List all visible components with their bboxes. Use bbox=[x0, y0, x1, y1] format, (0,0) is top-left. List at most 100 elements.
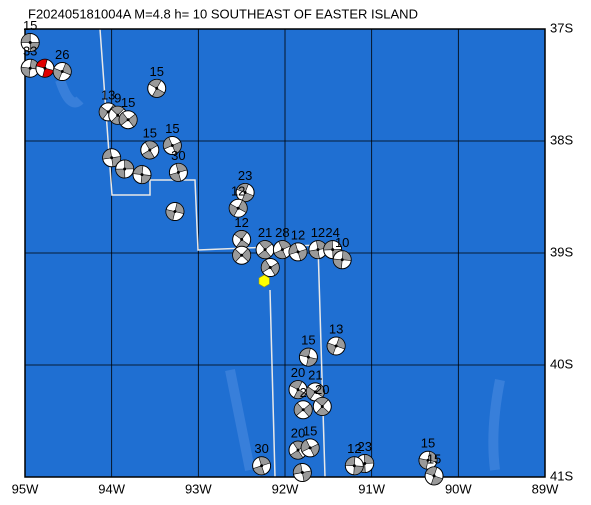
y-tick-label: 39S bbox=[550, 244, 573, 259]
pressure-axis bbox=[240, 253, 244, 257]
beachball-quadrant bbox=[302, 403, 313, 418]
focal-mechanism bbox=[165, 202, 185, 222]
beachball-quadrant bbox=[115, 168, 126, 179]
focal-mechanism bbox=[300, 438, 320, 458]
depth-label: 12 bbox=[347, 441, 361, 456]
beachball-quadrant bbox=[232, 248, 243, 263]
pressure-axis bbox=[116, 113, 120, 117]
pressure-axis bbox=[426, 458, 430, 462]
beachball-quadrant bbox=[20, 33, 31, 43]
beachball-quadrant bbox=[288, 242, 299, 255]
focal-mechanism bbox=[326, 336, 346, 356]
focal-mechanism bbox=[147, 78, 167, 98]
pressure-axis bbox=[260, 464, 264, 468]
beachball-quadrant bbox=[308, 249, 320, 259]
x-tick-label: 92W bbox=[272, 481, 299, 496]
depth-label: 20 bbox=[315, 382, 329, 397]
beachball-quadrant bbox=[110, 105, 125, 116]
focal-mechanism bbox=[140, 140, 160, 160]
depth-label: 30 bbox=[171, 148, 185, 163]
focal-mechanism bbox=[118, 110, 138, 130]
depth-label: 24 bbox=[325, 225, 339, 240]
pressure-axis bbox=[296, 388, 300, 392]
depth-label: 12 bbox=[311, 225, 325, 240]
beachball-quadrant bbox=[260, 259, 271, 273]
depth-label: 15 bbox=[427, 451, 441, 466]
pressure-axis bbox=[110, 156, 114, 160]
beachball-quadrant bbox=[425, 466, 438, 477]
beachball-quadrant bbox=[241, 248, 251, 262]
pressure-axis bbox=[170, 143, 174, 147]
beachball-quadrant bbox=[237, 199, 248, 213]
beachball-quadrant bbox=[299, 347, 311, 358]
focal-mechanism bbox=[228, 198, 248, 218]
focal-mechanism bbox=[132, 165, 152, 185]
beachball-quadrant bbox=[258, 456, 271, 467]
pressure-axis bbox=[352, 464, 356, 468]
focal-mechanism bbox=[292, 463, 312, 483]
x-tick-label: 95W bbox=[12, 481, 39, 496]
focal-mechanism bbox=[260, 258, 280, 278]
depth-label: 15 bbox=[121, 95, 135, 110]
focal-mechanism bbox=[424, 466, 444, 486]
focal-mechanism bbox=[235, 183, 255, 203]
beachball-quadrant bbox=[163, 136, 173, 150]
pressure-axis bbox=[28, 40, 32, 44]
pressure-axis bbox=[334, 344, 338, 348]
beachball-quadrant bbox=[132, 165, 144, 175]
beachball-quadrant bbox=[151, 87, 165, 98]
beachball-quadrant bbox=[430, 475, 443, 486]
beachball-quadrant bbox=[278, 240, 291, 251]
pressure-axis bbox=[43, 66, 47, 70]
beachball-quadrant bbox=[171, 141, 182, 155]
beachball-quadrant bbox=[141, 149, 155, 160]
pressure-axis bbox=[306, 355, 310, 359]
pressure-axis bbox=[280, 248, 284, 252]
map-frame bbox=[24, 28, 546, 478]
focal-mechanism bbox=[255, 240, 275, 260]
beachball-quadrant bbox=[427, 451, 438, 463]
beachball-quadrant bbox=[326, 342, 337, 355]
beachball-quadrant bbox=[345, 456, 356, 467]
focal-mechanism bbox=[35, 58, 55, 78]
pressure-axis bbox=[140, 173, 144, 177]
beachball-quadrant bbox=[20, 66, 31, 78]
beachball-quadrant bbox=[174, 202, 185, 215]
depth-label: 15 bbox=[303, 423, 317, 438]
bathymetry bbox=[55, 78, 505, 471]
pressure-axis bbox=[148, 148, 152, 152]
depth-label: 15 bbox=[301, 333, 315, 348]
pressure-axis bbox=[240, 238, 244, 242]
pressure-axis bbox=[313, 390, 317, 394]
beachball-quadrant bbox=[341, 250, 352, 261]
beachball-quadrant bbox=[148, 79, 162, 89]
pressure-axis bbox=[320, 404, 324, 408]
depth-label: 20 bbox=[291, 426, 305, 441]
pressure-axis bbox=[296, 448, 300, 452]
depth-label: 15 bbox=[421, 436, 435, 451]
map-title: F202405181004A M=4.8 h= 10 SOUTHEAST OF … bbox=[28, 6, 418, 21]
depth-label: 30 bbox=[254, 441, 268, 456]
beachball-quadrant bbox=[144, 140, 158, 151]
focal-mechanism bbox=[252, 456, 272, 476]
beachball-quadrant bbox=[353, 465, 364, 476]
beachball-quadrant bbox=[306, 356, 318, 367]
beachball-quadrant bbox=[175, 163, 188, 173]
beachball-quadrant bbox=[323, 240, 333, 251]
focal-mechanism bbox=[102, 148, 122, 168]
pressure-axis bbox=[301, 408, 305, 412]
y-tick-label: 41S bbox=[550, 468, 573, 483]
beachball-quadrant bbox=[332, 258, 343, 270]
focal-mechanism bbox=[272, 240, 292, 260]
beachball-quadrant bbox=[35, 58, 48, 69]
pressure-axis bbox=[60, 70, 64, 74]
depth-label: 2 bbox=[300, 385, 307, 400]
beachball-quadrant bbox=[165, 209, 176, 221]
pressure-axis bbox=[363, 462, 367, 466]
focal-mechanism bbox=[52, 62, 72, 82]
x-tick-label: 93W bbox=[185, 481, 212, 496]
beachball-quadrant bbox=[102, 148, 113, 160]
beachball-quadrant bbox=[315, 406, 330, 416]
beachball-quadrant bbox=[300, 439, 311, 453]
beachball-quadrant bbox=[273, 249, 287, 259]
